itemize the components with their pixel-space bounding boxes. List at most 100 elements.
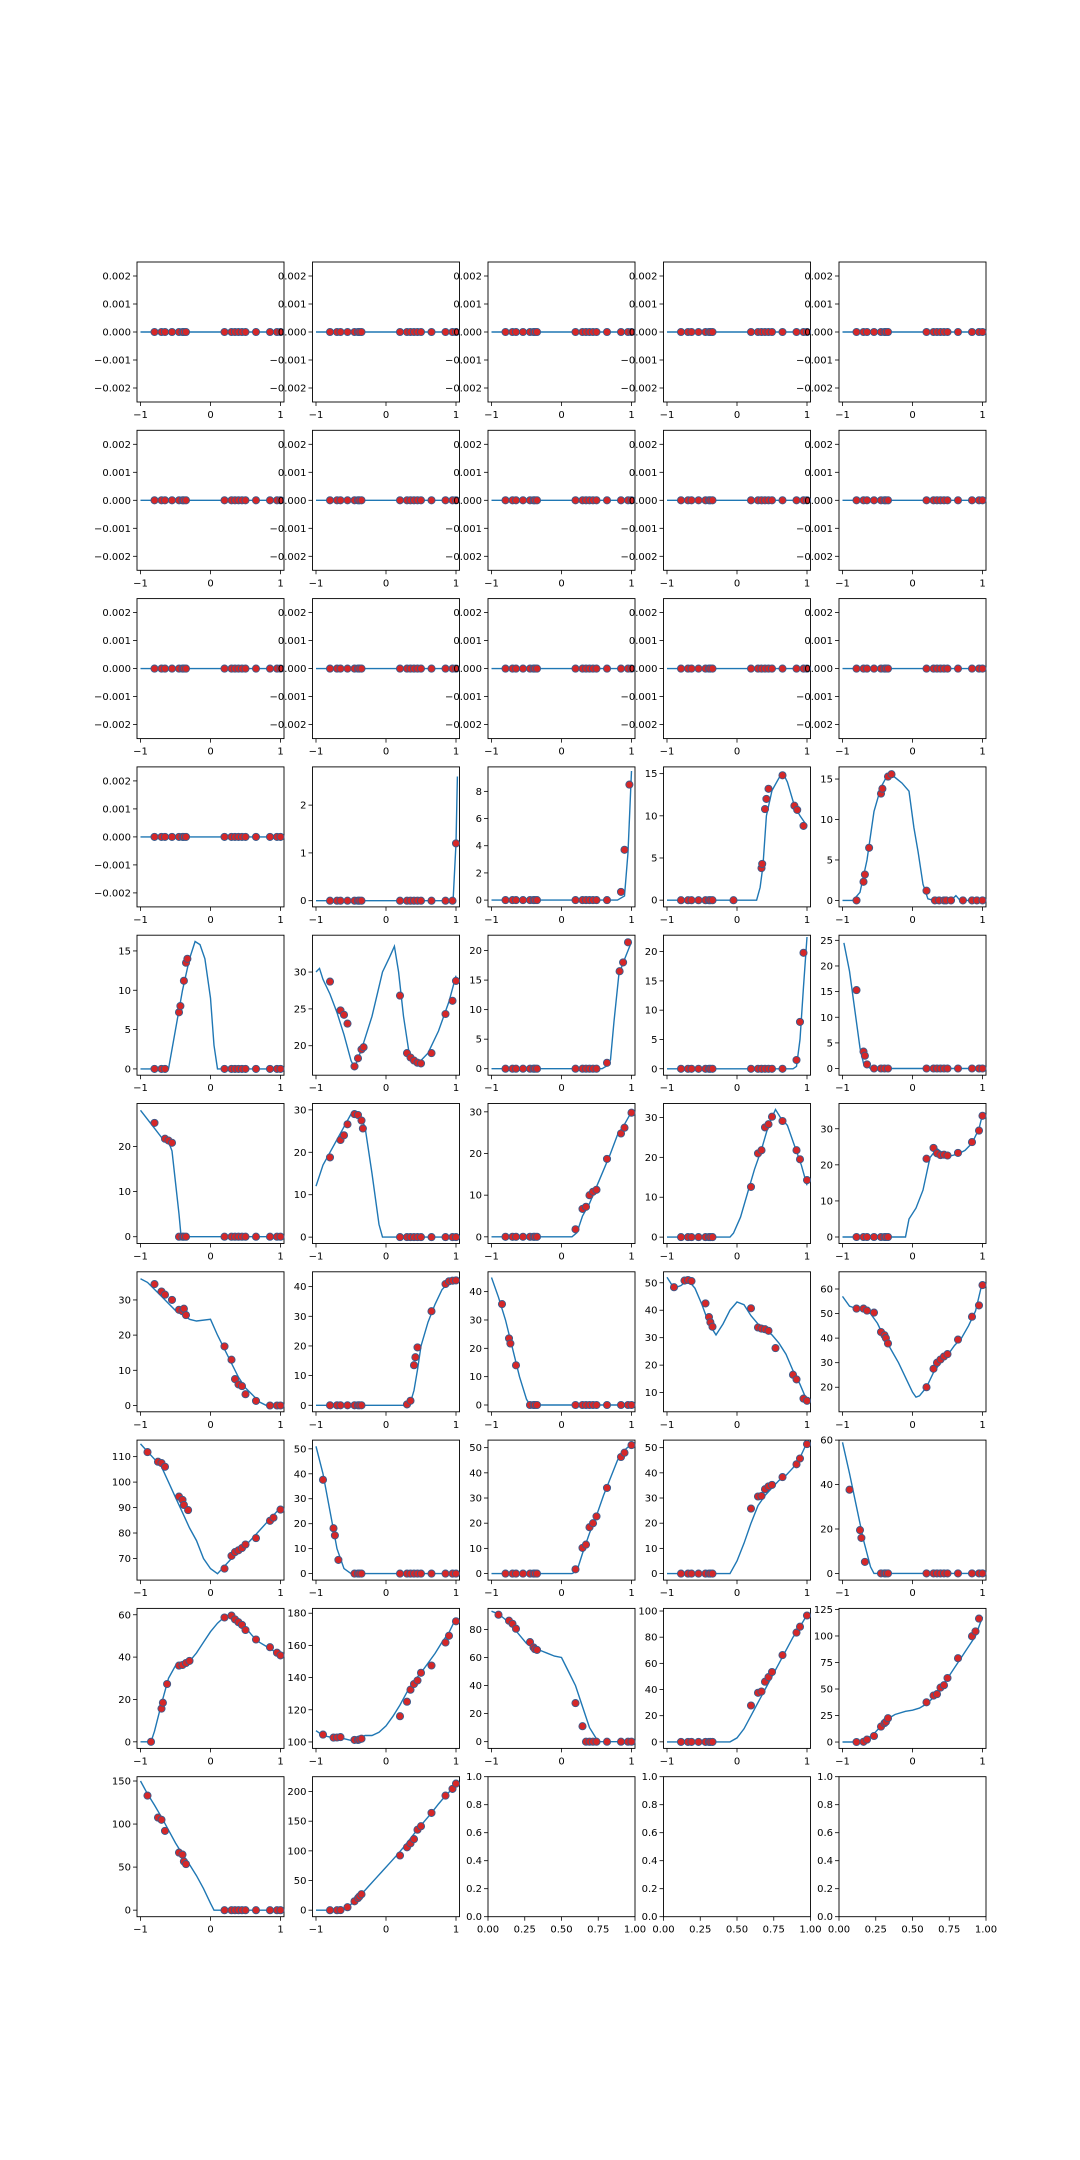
y-tick-label: 0 xyxy=(651,1569,657,1580)
data-point xyxy=(883,1714,893,1723)
data-point xyxy=(974,1126,984,1135)
y-tick-label: 0.001 xyxy=(278,636,307,647)
x-tick-label: 1 xyxy=(277,578,283,589)
y-tick-label: 15 xyxy=(645,976,658,987)
x-tick-label: −1 xyxy=(309,1925,324,1936)
axes-frame xyxy=(136,1103,285,1244)
data-point xyxy=(241,327,250,337)
y-tick-label: 75 xyxy=(820,1658,833,1669)
data-point xyxy=(943,1151,952,1160)
data-point xyxy=(571,1064,580,1073)
y-tick-label: 50 xyxy=(820,1309,833,1320)
x-tick-label: 1 xyxy=(628,578,634,589)
data-point xyxy=(616,1400,626,1410)
data-point xyxy=(616,1737,626,1746)
data-point xyxy=(943,664,952,673)
data-point xyxy=(694,1569,703,1578)
data-point xyxy=(265,1064,275,1073)
y-tick-label: 30 xyxy=(820,1124,833,1135)
x-tick-label: 1 xyxy=(453,1925,459,1936)
y-tick-label: −0.001 xyxy=(269,524,306,535)
data-point xyxy=(967,496,977,505)
x-tick-label: 0 xyxy=(383,1420,389,1431)
y-tick-label: 140 xyxy=(287,1673,306,1684)
data-point xyxy=(150,1118,159,1127)
data-point xyxy=(746,664,756,673)
data-point xyxy=(616,664,626,673)
data-point xyxy=(953,1064,963,1073)
data-point xyxy=(220,496,229,505)
x-tick-label: 1 xyxy=(979,1252,985,1263)
y-tick-label: 0.4 xyxy=(642,1856,658,1867)
y-tick-label: 10 xyxy=(469,1005,482,1016)
data-point xyxy=(967,1312,977,1321)
data-point xyxy=(922,1154,931,1163)
y-tick-label: 0.001 xyxy=(453,300,482,311)
x-tick-label: 1.00 xyxy=(624,1925,646,1936)
data-point xyxy=(237,1382,247,1391)
x-tick-label: 0 xyxy=(207,1925,213,1936)
y-tick-label: 40 xyxy=(645,1685,658,1696)
y-tick-label: −0.002 xyxy=(445,384,482,395)
x-tick-label: −1 xyxy=(133,410,148,421)
data-point xyxy=(350,1062,359,1071)
data-point xyxy=(336,896,345,905)
data-point xyxy=(220,327,229,337)
y-tick-label: 5 xyxy=(125,1025,131,1036)
x-tick-label: 1.00 xyxy=(799,1925,821,1936)
y-tick-label: −0.001 xyxy=(94,860,131,871)
y-tick-label: 0.2 xyxy=(817,1884,833,1895)
data-point xyxy=(451,496,461,505)
y-tick-label: 0.000 xyxy=(278,496,307,507)
y-tick-label: 20 xyxy=(469,1519,482,1530)
data-point xyxy=(967,1569,977,1578)
y-tick-label: 0.8 xyxy=(466,1800,482,1811)
data-point xyxy=(181,832,191,841)
y-tick-label: 10 xyxy=(645,1006,658,1017)
data-point xyxy=(953,1148,963,1157)
data-point xyxy=(922,1383,931,1392)
subplot-35: −1 0 1 20 30 40 50 60 xyxy=(820,1271,987,1431)
data-point xyxy=(518,896,528,905)
data-point xyxy=(318,1730,328,1739)
data-point xyxy=(869,1232,879,1242)
data-point xyxy=(353,1054,363,1063)
data-point xyxy=(241,1540,250,1549)
data-point xyxy=(778,327,787,337)
data-point xyxy=(357,496,366,505)
y-tick-label: 20 xyxy=(820,961,833,972)
y-tick-label: 0.002 xyxy=(804,608,833,619)
data-point xyxy=(883,1232,893,1242)
x-tick-label: −1 xyxy=(133,1925,148,1936)
y-tick-label: 80 xyxy=(469,1625,482,1636)
series-line xyxy=(140,940,281,1070)
data-point xyxy=(852,986,861,995)
y-tick-label: 0.002 xyxy=(453,608,482,619)
y-tick-label: 0 xyxy=(476,1569,482,1580)
data-point xyxy=(869,327,879,337)
subplot-14: −1 0 1 −0.002 −0.001 0.000 0.001 0.002 xyxy=(620,598,812,758)
x-tick-label: −1 xyxy=(133,1420,148,1431)
y-tick-label: 70 xyxy=(118,1554,131,1565)
data-point xyxy=(532,1064,542,1073)
data-point xyxy=(764,784,773,793)
data-point xyxy=(160,664,170,673)
x-tick-label: −1 xyxy=(133,578,148,589)
data-point xyxy=(974,1301,984,1310)
y-tick-label: 50 xyxy=(645,1278,658,1289)
y-tick-label: 20 xyxy=(294,1341,307,1352)
data-point xyxy=(883,1064,893,1073)
y-tick-label: 30 xyxy=(645,1113,658,1124)
axes-frame xyxy=(312,1776,460,1918)
data-point xyxy=(160,1826,170,1835)
data-point xyxy=(620,845,629,854)
y-tick-label: 160 xyxy=(287,1641,306,1652)
x-tick-label: 0.50 xyxy=(901,1925,923,1936)
data-point xyxy=(427,496,436,505)
x-tick-label: 0 xyxy=(734,1756,740,1767)
data-point xyxy=(943,496,952,505)
data-point xyxy=(251,1064,261,1073)
data-point xyxy=(220,1064,229,1073)
